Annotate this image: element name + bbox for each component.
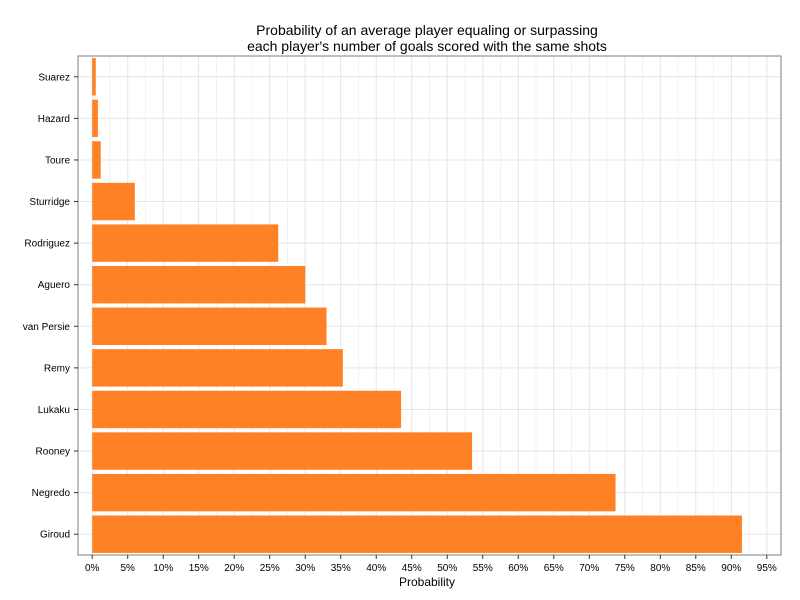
x-tick-label: 0%	[85, 563, 100, 574]
bars	[92, 58, 742, 553]
x-tick-label: 25%	[260, 563, 280, 574]
x-tick-label: 70%	[579, 563, 599, 574]
x-tick-label: 40%	[366, 563, 386, 574]
x-tick-label: 15%	[189, 563, 209, 574]
bar-hazard	[92, 99, 98, 138]
x-tick-label: 30%	[295, 563, 315, 574]
y-tick-label: Suarez	[38, 72, 70, 83]
bar-remy	[92, 349, 343, 387]
x-tick-label: 95%	[757, 563, 777, 574]
bar-toure	[92, 141, 101, 179]
x-tick-label: 45%	[402, 563, 422, 574]
bar-lukaku	[92, 390, 402, 429]
plot-panel-border	[77, 55, 782, 556]
x-tick-label: 60%	[508, 563, 528, 574]
y-tick-label: Rodriguez	[24, 239, 70, 250]
y-tick-label: van Persie	[23, 322, 71, 333]
x-tick-label: 50%	[437, 563, 457, 574]
y-tick-label: Rooney	[36, 447, 70, 458]
y-tick-label: Aguero	[38, 280, 71, 291]
x-axis: 0% 5% 10% 15% 20% 25% 30% 35% 40% 45% 50% 55% 60% 65%…	[85, 555, 777, 574]
bar-aguero	[92, 265, 306, 304]
y-tick-label: Negredo	[32, 488, 71, 499]
x-tick-label: 65%	[544, 563, 564, 574]
bar-rodriguez	[92, 224, 279, 262]
bar-van-persie	[92, 307, 327, 346]
chart-title-line-2: each player's number of goals scored wit…	[247, 38, 607, 54]
x-axis-label: Probability	[399, 575, 455, 589]
bar-sturridge	[92, 182, 135, 221]
x-tick-label: 55%	[473, 563, 493, 574]
y-tick-label: Giroud	[40, 530, 70, 541]
x-tick-label: 80%	[650, 563, 670, 574]
bar-rooney	[92, 432, 473, 470]
x-tick-label: 20%	[224, 563, 244, 574]
y-tick-label: Hazard	[38, 114, 70, 125]
bar-negredo	[92, 473, 616, 512]
y-tick-label: Sturridge	[29, 197, 70, 208]
y-tick-label: Remy	[44, 363, 70, 374]
y-tick-label: Lukaku	[38, 405, 70, 416]
chart-title-line-1: Probability of an average player equalin…	[256, 22, 598, 38]
bar-giroud	[92, 515, 742, 553]
x-tick-label: 5%	[120, 563, 135, 574]
bar-suarez	[92, 58, 96, 96]
x-tick-label: 85%	[686, 563, 706, 574]
x-tick-label: 90%	[721, 563, 741, 574]
x-tick-label: 75%	[615, 563, 635, 574]
y-axis: Suarez Hazard Toure Sturridge Rodriguez Aguer…	[23, 72, 78, 541]
x-tick-label: 35%	[331, 563, 351, 574]
y-tick-label: Toure	[45, 155, 70, 166]
x-tick-label: 10%	[153, 563, 173, 574]
